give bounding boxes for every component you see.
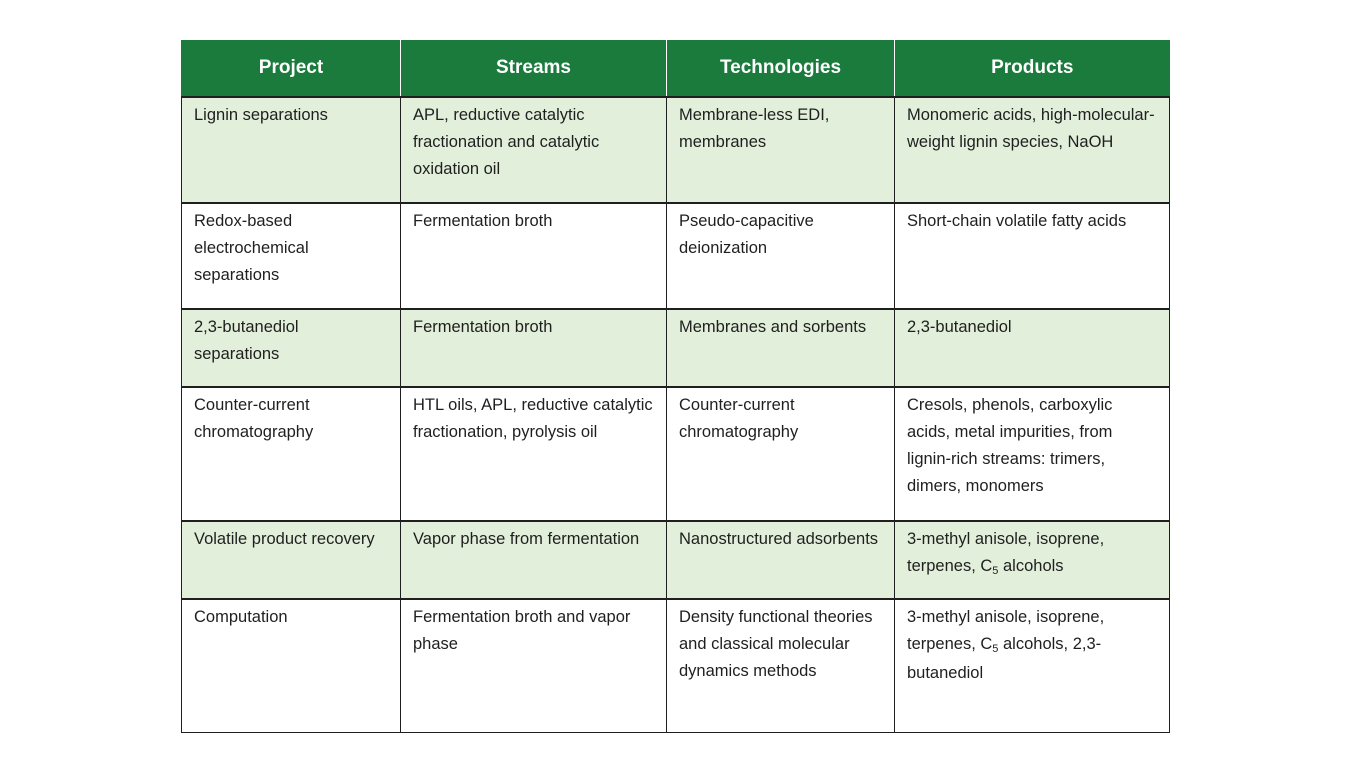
cell-project: 2,3-butanediol separations bbox=[181, 309, 401, 388]
cell-products: 2,3-butanediol bbox=[894, 309, 1170, 388]
table-row: 2,3-butanediol separations Fermentation … bbox=[181, 309, 1170, 388]
table-row: Lignin separations APL, reductive cataly… bbox=[181, 97, 1170, 204]
cell-products: Short-chain volatile fatty acids bbox=[894, 203, 1170, 310]
subscript-number: 5 bbox=[992, 643, 999, 655]
cell-project: Counter-current chromatography bbox=[181, 387, 401, 522]
cell-products: 3-methyl anisole, isoprene, terpenes, C5… bbox=[894, 521, 1170, 600]
cell-technologies: Nanostructured adsorbents bbox=[666, 521, 895, 600]
table-row: Redox-based electrochemical separations … bbox=[181, 203, 1170, 310]
products-text-suffix: alcohols bbox=[998, 557, 1064, 575]
projects-table: Project Streams Technologies Products Li… bbox=[181, 40, 1170, 733]
cell-products: Cresols, phenols, carboxylic acids, meta… bbox=[894, 387, 1170, 522]
cell-project: Volatile product recovery bbox=[181, 521, 401, 600]
cell-streams: HTL oils, APL, reductive catalytic fract… bbox=[400, 387, 667, 522]
table-header-row: Project Streams Technologies Products bbox=[181, 40, 1170, 98]
cell-streams: Vapor phase from fermentation bbox=[400, 521, 667, 600]
subscript-number: 5 bbox=[992, 565, 999, 577]
table-row: Computation Fermentation broth and vapor… bbox=[181, 599, 1170, 733]
cell-streams: Fermentation broth and vapor phase bbox=[400, 599, 667, 733]
products-text: 3-methyl anisole, isoprene, terpenes, C bbox=[907, 530, 1105, 575]
table-row: Counter-current chromatography HTL oils,… bbox=[181, 387, 1170, 522]
cell-products: Monomeric acids, high-molecular-weight l… bbox=[894, 97, 1170, 204]
header-products: Products bbox=[894, 40, 1170, 98]
products-text-suffix: alcohols, 2,3-butanediol bbox=[907, 635, 1102, 682]
cell-project: Lignin separations bbox=[181, 97, 401, 204]
cell-streams: Fermentation broth bbox=[400, 309, 667, 388]
cell-technologies: Density functional theories and classica… bbox=[666, 599, 895, 733]
cell-technologies: Pseudo-capacitive deionization bbox=[666, 203, 895, 310]
header-project: Project bbox=[181, 40, 401, 98]
cell-streams: APL, reductive catalytic fractionation a… bbox=[400, 97, 667, 204]
cell-project: Computation bbox=[181, 599, 401, 733]
cell-streams: Fermentation broth bbox=[400, 203, 667, 310]
cell-technologies: Membrane-less EDI, membranes bbox=[666, 97, 895, 204]
cell-project: Redox-based electrochemical separations bbox=[181, 203, 401, 310]
cell-products: 3-methyl anisole, isoprene, terpenes, C5… bbox=[894, 599, 1170, 733]
header-technologies: Technologies bbox=[666, 40, 895, 98]
products-text: 3-methyl anisole, isoprene, terpenes, C bbox=[907, 608, 1105, 653]
cell-technologies: Membranes and sorbents bbox=[666, 309, 895, 388]
header-streams: Streams bbox=[400, 40, 667, 98]
table-row: Volatile product recovery Vapor phase fr… bbox=[181, 521, 1170, 600]
cell-technologies: Counter-current chromatography bbox=[666, 387, 895, 522]
